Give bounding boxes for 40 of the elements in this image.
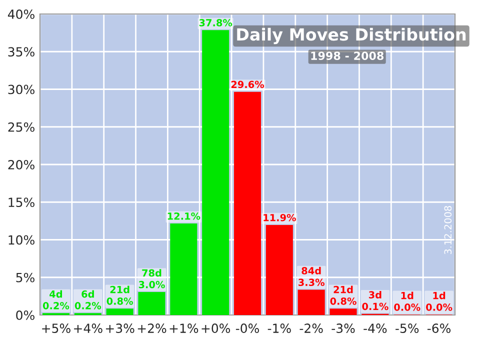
data-label: 37.8% bbox=[199, 19, 232, 26]
x-tick-label: +3% bbox=[106, 324, 134, 334]
x-tick-label: +4% bbox=[74, 324, 102, 334]
y-tick-label: 15% bbox=[8, 198, 34, 208]
y-tick-label: 0% bbox=[16, 310, 34, 320]
data-label: 3d 0.1% bbox=[362, 290, 388, 310]
y-tick-label: 10% bbox=[8, 235, 34, 245]
y-tick-label: 30% bbox=[8, 84, 34, 94]
data-label: 1d 0.0% bbox=[426, 292, 452, 311]
text: Daily Moves Distribution bbox=[237, 28, 466, 44]
annotation: 3.12.2008 bbox=[444, 206, 452, 254]
bar bbox=[106, 308, 134, 315]
x-tick-label: +2% bbox=[138, 324, 166, 334]
x-tick-label: -3% bbox=[332, 324, 355, 334]
x-tick-label: +0% bbox=[202, 324, 230, 334]
y-tick-label: 25% bbox=[8, 122, 34, 132]
data-label: 84d 3.3% bbox=[298, 266, 325, 286]
data-label: 12.1% bbox=[168, 212, 200, 220]
y-tick-label: 40% bbox=[8, 9, 34, 19]
data-label: 21d 0.8% bbox=[106, 286, 133, 305]
y-tick-label: 35% bbox=[8, 47, 34, 57]
text: 1998 - 2008 bbox=[311, 52, 384, 60]
x-tick-label: +1% bbox=[170, 324, 198, 334]
x-tick-label: -2% bbox=[300, 324, 323, 334]
y-tick-label: 5% bbox=[16, 272, 34, 282]
data-label: 6d 0.2% bbox=[74, 290, 102, 310]
x-tick-label: -4% bbox=[364, 324, 387, 334]
data-label: 21d 0.8% bbox=[330, 286, 356, 305]
bar bbox=[330, 308, 357, 315]
y-tick-label: 20% bbox=[8, 160, 34, 170]
data-label: 11.9% bbox=[264, 214, 296, 222]
data-label: 1d 0.0% bbox=[394, 292, 420, 311]
x-tick-label: -5% bbox=[396, 324, 419, 334]
x-tick-label: -0% bbox=[236, 324, 259, 334]
x-tick-label: -6% bbox=[427, 324, 451, 334]
data-label: 78d 3.0% bbox=[138, 269, 165, 288]
x-tick-label: -1% bbox=[268, 324, 291, 334]
data-label: 29.6% bbox=[231, 80, 264, 88]
data-label: 4d 0.2% bbox=[42, 290, 70, 310]
x-tick-label: +5% bbox=[42, 324, 70, 334]
